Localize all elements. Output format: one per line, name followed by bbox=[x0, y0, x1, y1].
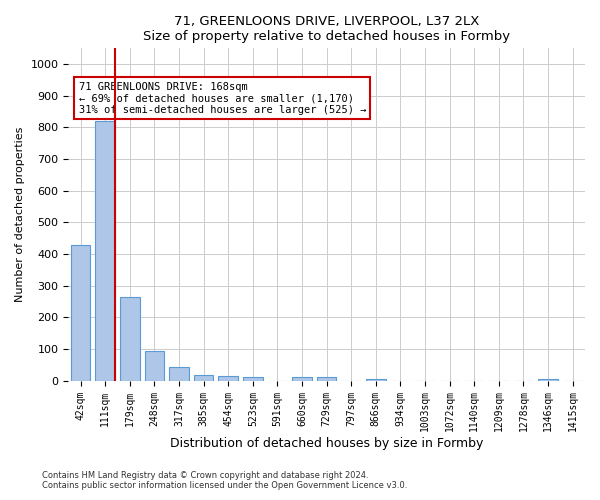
Bar bbox=[538, 379, 558, 380]
Bar bbox=[292, 378, 312, 380]
Bar bbox=[169, 367, 189, 380]
Bar bbox=[366, 379, 386, 380]
Bar bbox=[71, 244, 91, 380]
Bar bbox=[145, 352, 164, 380]
Bar bbox=[194, 375, 214, 380]
Bar bbox=[120, 296, 140, 380]
Bar bbox=[317, 377, 337, 380]
Y-axis label: Number of detached properties: Number of detached properties bbox=[15, 127, 25, 302]
Bar bbox=[218, 376, 238, 380]
Bar bbox=[95, 121, 115, 380]
Text: 71 GREENLOONS DRIVE: 168sqm
← 69% of detached houses are smaller (1,170)
31% of : 71 GREENLOONS DRIVE: 168sqm ← 69% of det… bbox=[79, 82, 366, 115]
Title: 71, GREENLOONS DRIVE, LIVERPOOL, L37 2LX
Size of property relative to detached h: 71, GREENLOONS DRIVE, LIVERPOOL, L37 2LX… bbox=[143, 15, 510, 43]
Text: Contains HM Land Registry data © Crown copyright and database right 2024.
Contai: Contains HM Land Registry data © Crown c… bbox=[42, 470, 407, 490]
X-axis label: Distribution of detached houses by size in Formby: Distribution of detached houses by size … bbox=[170, 437, 484, 450]
Bar bbox=[243, 378, 263, 380]
